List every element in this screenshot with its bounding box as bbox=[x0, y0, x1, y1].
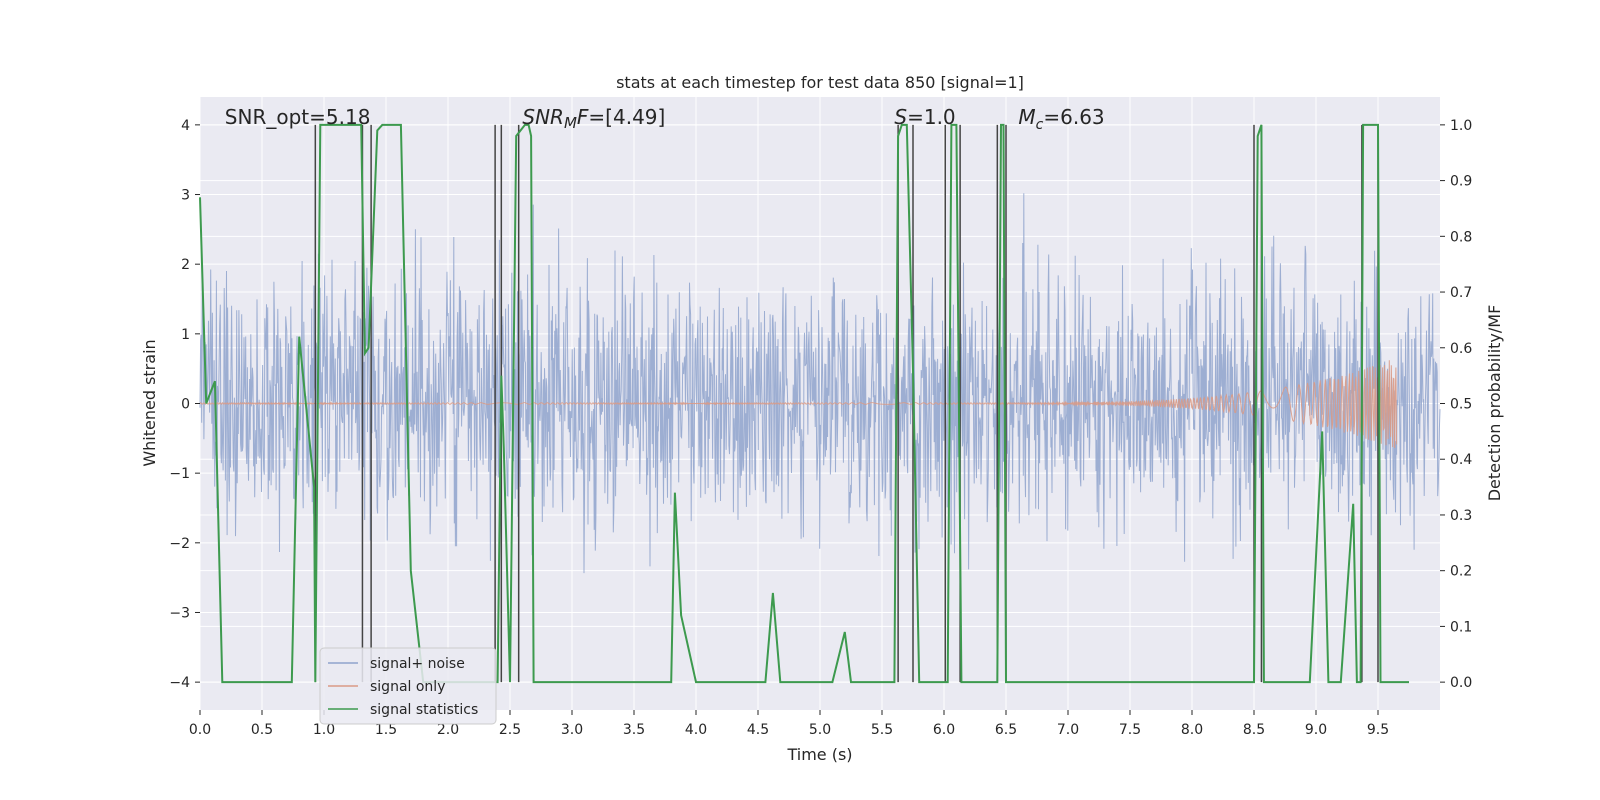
x-tick-label: 0.5 bbox=[251, 722, 273, 738]
x-tick-label: 6.0 bbox=[933, 722, 955, 738]
y-left-tick-label: −1 bbox=[169, 466, 190, 482]
x-tick-label: 4.5 bbox=[747, 722, 769, 738]
legend-label-noise: signal+ noise bbox=[370, 656, 465, 672]
bottom-axis: 0.0 0.5 1.0 1.5 2.0 2.5 3.0 3.5 4.0 4.5 5.0 5.5 6.0 6… bbox=[189, 710, 1389, 738]
y-right-tick-label: 1.0 bbox=[1450, 118, 1472, 134]
legend-box bbox=[319, 647, 497, 725]
y-right-tick-label: 0.8 bbox=[1450, 229, 1472, 245]
annotation-text: SNR_opt=5.18 bbox=[225, 105, 371, 129]
x-tick-label: 4.0 bbox=[685, 722, 707, 738]
y-left-tick-label: 4 bbox=[181, 118, 190, 134]
left-axis: −4 −3 −2 −1 0 1 2 3 4 bbox=[169, 118, 200, 691]
legend: signal+ noise signal only signal statist… bbox=[319, 647, 497, 725]
x-tick-label: 5.0 bbox=[809, 722, 831, 738]
x-tick-label: 1.0 bbox=[313, 722, 335, 738]
y-left-tick-label: 3 bbox=[181, 188, 190, 204]
y-left-tick-label: −2 bbox=[169, 536, 190, 552]
y-right-tick-label: 0.1 bbox=[1450, 619, 1472, 635]
x-tick-label: 9.5 bbox=[1367, 722, 1389, 738]
plot-area bbox=[199, 123, 1441, 684]
x-tick-label: 3.5 bbox=[623, 722, 645, 738]
annotations: SNR_opt=5.18 SNRMF=[4.49] S=1.0 Mc=6.63 bbox=[225, 105, 1105, 133]
series-line-signal bbox=[199, 360, 1398, 449]
y-axis-label-left: Whitened strain bbox=[140, 339, 159, 466]
x-tick-label: 6.5 bbox=[995, 722, 1017, 738]
y-left-tick-label: −4 bbox=[169, 675, 190, 691]
legend-label-stats: signal statistics bbox=[370, 702, 478, 718]
y-left-tick-label: −3 bbox=[169, 605, 190, 621]
x-tick-label: 5.5 bbox=[871, 722, 893, 738]
y-left-tick-label: 1 bbox=[181, 327, 190, 343]
y-right-tick-label: 0.6 bbox=[1450, 341, 1472, 357]
annotation-text: Mc=6.63 bbox=[1018, 105, 1104, 133]
y-right-tick-label: 0.9 bbox=[1450, 174, 1472, 190]
y-left-tick-label: 2 bbox=[181, 257, 190, 273]
chart-title: stats at each timestep for test data 850… bbox=[616, 73, 1024, 92]
y-right-tick-label: 0.7 bbox=[1450, 285, 1472, 301]
y-right-tick-label: 0.4 bbox=[1450, 452, 1472, 468]
x-axis-label: Time (s) bbox=[786, 745, 852, 764]
y-right-tick-label: 0.0 bbox=[1450, 675, 1472, 691]
series-line-statistics bbox=[199, 123, 1409, 684]
x-tick-label: 3.0 bbox=[561, 722, 583, 738]
x-tick-label: 1.5 bbox=[375, 722, 397, 738]
annotation-text: SNRMF=[4.49] bbox=[522, 105, 665, 132]
y-axis-label-right: Detection probability/MF bbox=[1485, 305, 1504, 502]
x-tick-label: 8.5 bbox=[1243, 722, 1265, 738]
x-tick-label: 7.0 bbox=[1057, 722, 1079, 738]
x-tick-label: 2.0 bbox=[437, 722, 459, 738]
right-axis: 0.0 0.1 0.2 0.3 0.4 0.5 0.6 0.7 0.8 0.9 1.0 bbox=[1440, 118, 1472, 691]
legend-label-signal: signal only bbox=[370, 679, 445, 695]
y-right-tick-label: 0.2 bbox=[1450, 564, 1472, 580]
y-right-tick-label: 0.3 bbox=[1450, 508, 1472, 524]
y-left-tick-label: 0 bbox=[181, 397, 190, 413]
x-tick-label: 0.0 bbox=[189, 722, 211, 738]
x-tick-label: 8.0 bbox=[1181, 722, 1203, 738]
x-tick-label: 9.0 bbox=[1305, 722, 1327, 738]
x-tick-label: 7.5 bbox=[1119, 722, 1141, 738]
x-tick-label: 2.5 bbox=[499, 722, 521, 738]
y-right-tick-label: 0.5 bbox=[1450, 397, 1472, 413]
annotation-text: S=1.0 bbox=[894, 105, 955, 129]
